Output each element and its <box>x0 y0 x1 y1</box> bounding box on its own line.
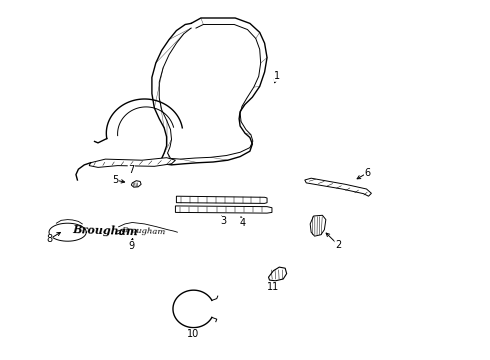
Text: Brougham: Brougham <box>73 224 139 237</box>
Text: 9: 9 <box>128 240 134 251</box>
Text: 11: 11 <box>268 282 280 292</box>
Text: 1: 1 <box>274 71 280 81</box>
Text: 5: 5 <box>112 175 118 185</box>
Polygon shape <box>176 196 267 203</box>
Text: 4: 4 <box>240 218 245 228</box>
Polygon shape <box>89 158 175 167</box>
Polygon shape <box>269 267 287 281</box>
Text: 6: 6 <box>365 168 370 178</box>
Text: 10: 10 <box>188 329 200 339</box>
Polygon shape <box>131 181 141 187</box>
Text: 8: 8 <box>46 234 52 244</box>
Text: 2: 2 <box>335 240 341 250</box>
Text: Brougham: Brougham <box>122 226 166 236</box>
Text: 3: 3 <box>220 216 226 226</box>
Polygon shape <box>175 206 272 213</box>
Polygon shape <box>305 178 371 196</box>
Text: 7: 7 <box>128 165 134 175</box>
Polygon shape <box>310 215 326 236</box>
